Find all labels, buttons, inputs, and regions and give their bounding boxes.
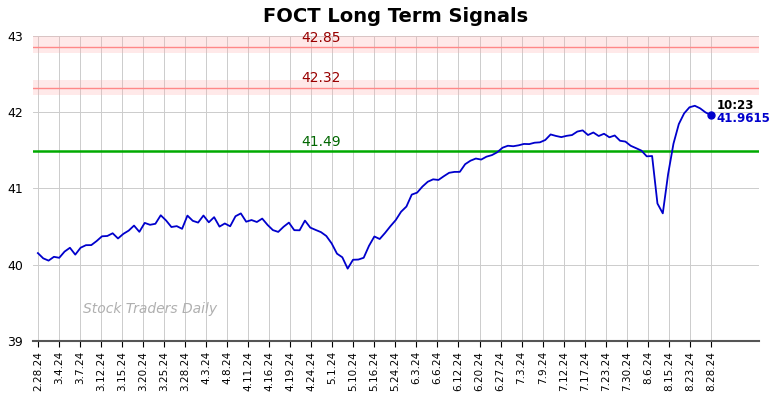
Text: 10:23: 10:23: [717, 100, 753, 112]
Text: 42.32: 42.32: [301, 71, 340, 86]
Bar: [33, 36, 759, 53]
Text: Stock Traders Daily: Stock Traders Daily: [83, 302, 217, 316]
Text: 41.49: 41.49: [301, 135, 341, 149]
Text: 41.9615: 41.9615: [717, 111, 770, 125]
Bar: [33, 80, 759, 95]
Title: FOCT Long Term Signals: FOCT Long Term Signals: [263, 7, 528, 26]
Text: 42.85: 42.85: [301, 31, 341, 45]
